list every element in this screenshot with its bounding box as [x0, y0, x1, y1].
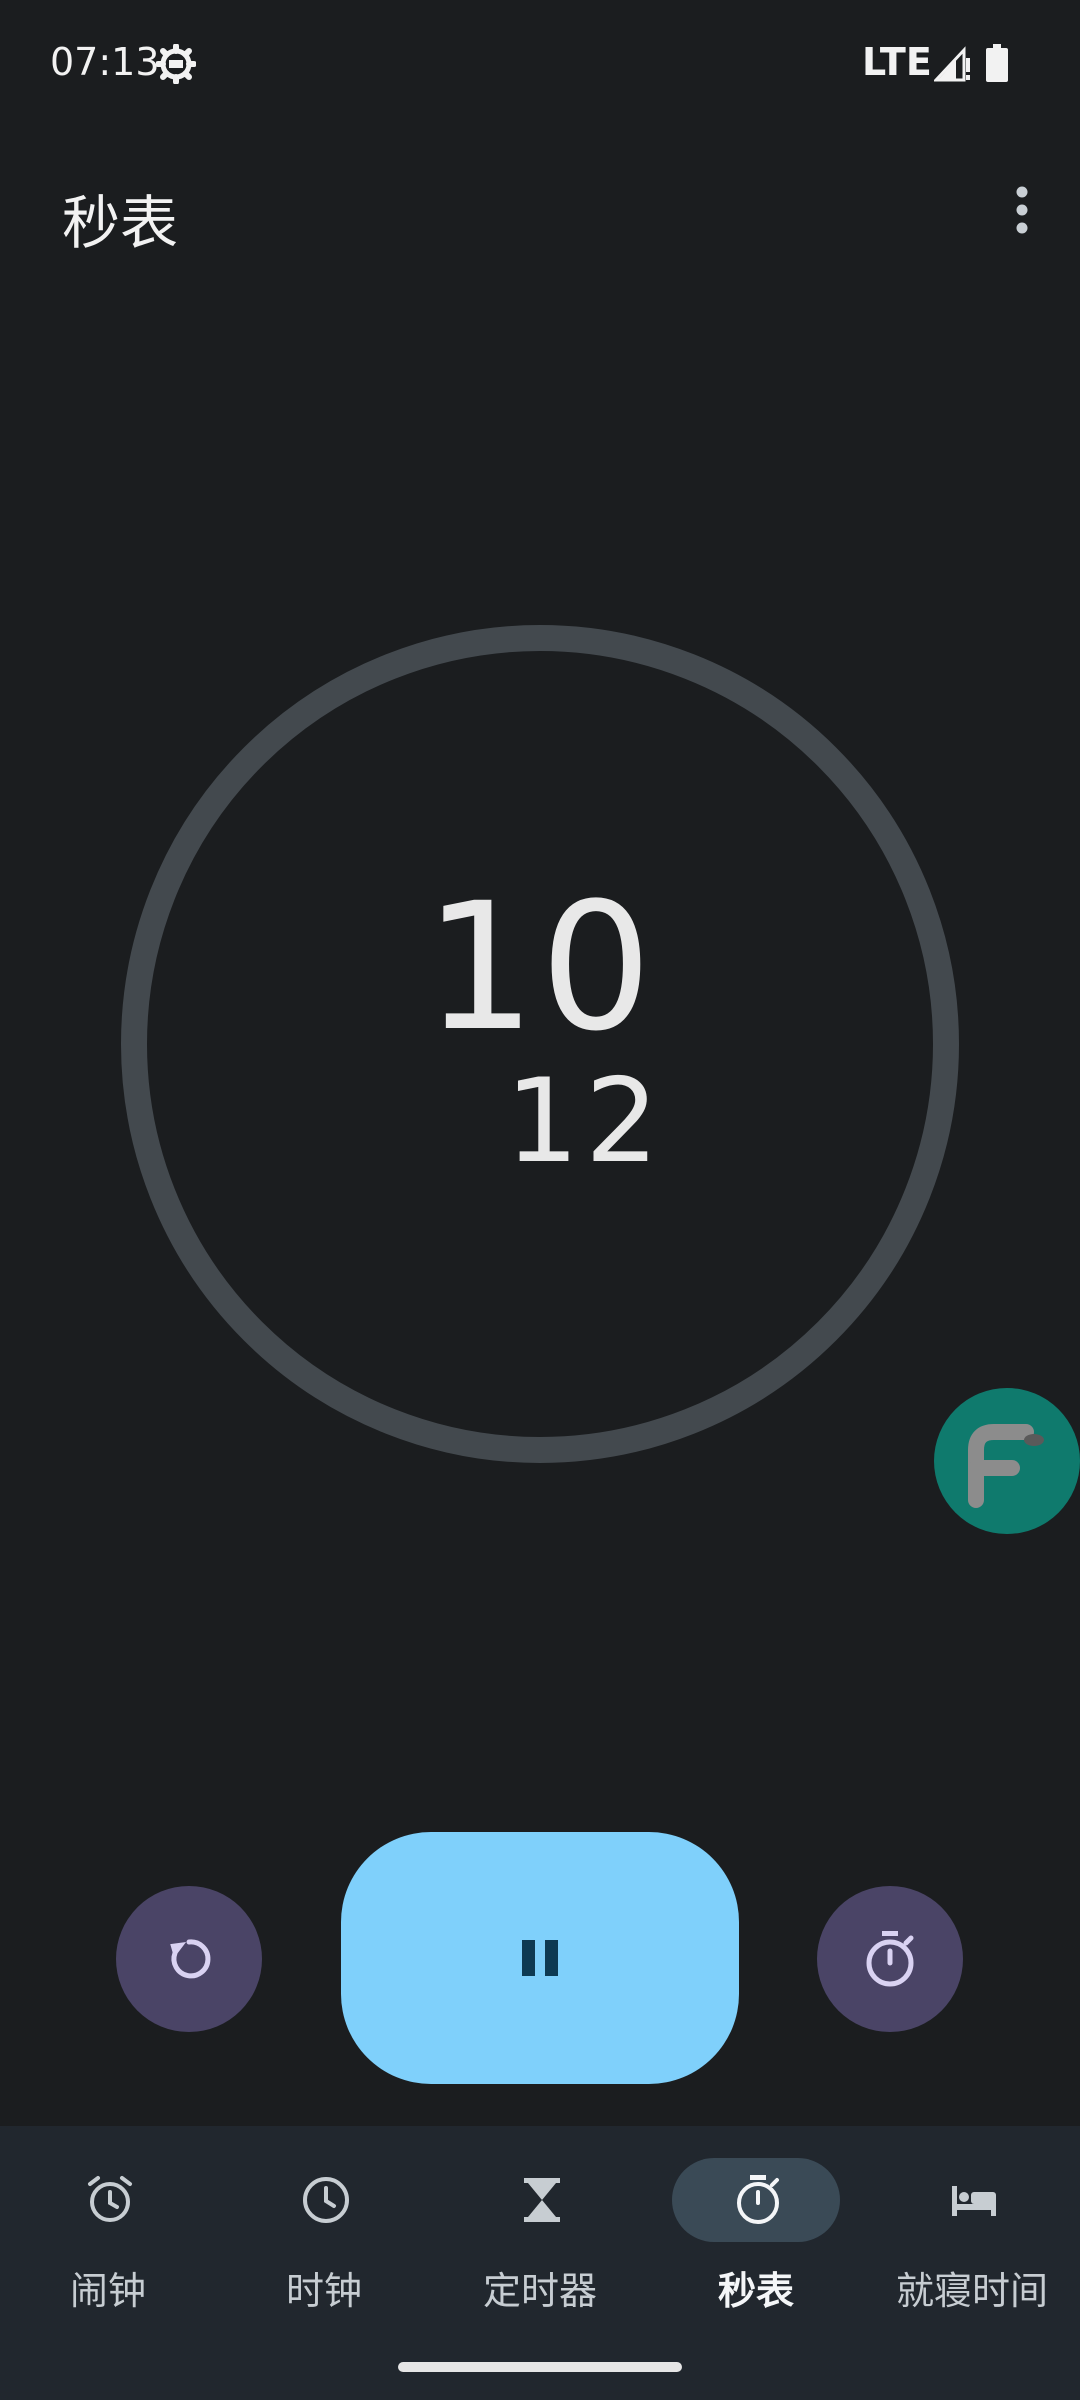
reset-button[interactable]	[116, 1886, 262, 2032]
nav-item-clock[interactable]: 时钟	[216, 2126, 432, 2326]
stopwatch-icon	[866, 1931, 914, 1987]
status-bar: 07:13 LTE	[0, 0, 1080, 130]
pause-button[interactable]	[341, 1832, 739, 2084]
status-time: 07:13	[50, 40, 160, 84]
hourglass-icon	[524, 2178, 560, 2222]
nav-item-stopwatch[interactable]: 秒表	[648, 2126, 864, 2326]
nav-item-bedtime[interactable]: 就寝时间	[864, 2126, 1080, 2326]
bed-icon	[952, 2186, 996, 2216]
nav-label-stopwatch: 秒表	[717, 2269, 794, 2313]
elapsed-seconds: 10	[424, 865, 656, 1070]
page-title: 秒表	[62, 189, 179, 257]
nav-item-alarm[interactable]: 闹钟	[0, 2126, 216, 2326]
refresh-icon	[170, 1939, 211, 1979]
lap-button[interactable]	[817, 1886, 963, 2032]
clock-icon	[303, 2177, 349, 2223]
gear-icon	[155, 43, 197, 85]
f-logo-icon	[968, 1424, 1044, 1508]
more-options-button[interactable]	[1000, 180, 1044, 240]
network-type: LTE	[862, 40, 932, 84]
home-indicator[interactable]	[398, 2362, 682, 2372]
elapsed-hundredths: 12	[505, 1054, 665, 1189]
stopwatch-dial	[120, 624, 960, 1464]
nav-label-clock: 时钟	[285, 2269, 362, 2313]
nav-label-bedtime: 就寝时间	[895, 2269, 1048, 2313]
bottom-navigation: 闹钟 时钟 定时器 秒表	[0, 2126, 1080, 2400]
floating-app-bubble[interactable]	[934, 1388, 1080, 1534]
battery-icon	[986, 44, 1008, 82]
nav-label-alarm: 闹钟	[69, 2269, 146, 2313]
stopwatch-icon	[737, 2175, 779, 2224]
pause-icon	[522, 1940, 558, 1976]
signal-icon	[932, 46, 972, 82]
alarm-icon	[88, 2176, 132, 2222]
more-vert-icon	[1016, 186, 1028, 234]
nav-label-timer: 定时器	[482, 2269, 597, 2313]
nav-item-timer[interactable]: 定时器	[432, 2126, 648, 2326]
